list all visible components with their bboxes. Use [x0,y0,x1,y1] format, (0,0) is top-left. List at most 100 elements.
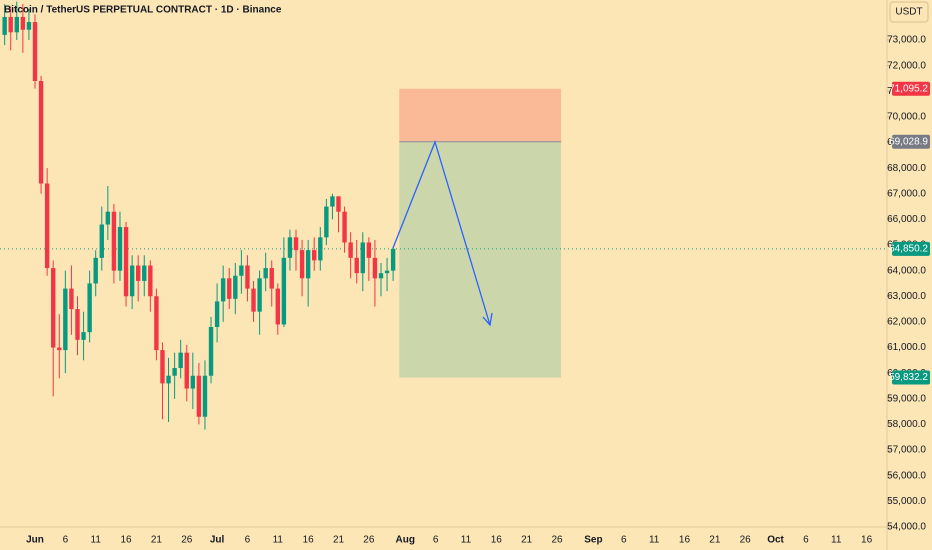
candle-body [81,332,86,340]
x-tick-label: Jul [210,535,225,546]
y-tick-label: 59,000.0 [887,393,926,404]
y-tick-label: 66,000.0 [887,214,926,225]
x-tick-label: 26 [740,535,752,546]
candle-body [14,16,19,33]
candle-body [111,211,117,271]
candle-body [123,227,129,297]
candle-body [245,265,250,289]
x-tick-label: 11 [461,535,472,546]
x-tick-label: 16 [120,535,132,546]
x-tick-label: 21 [333,535,345,546]
x-tick-label: 26 [363,535,375,546]
candle-body [57,347,62,351]
candle-body [354,257,359,274]
candle-body [366,242,372,258]
candle-body [190,375,196,389]
candle-body [142,265,147,281]
x-tick-label: Oct [767,535,784,546]
arrow-path [392,140,491,326]
candle-body [275,288,280,325]
candle-body [38,80,44,184]
price-tag-label: 71,095.2 [889,83,928,94]
y-tick-label: 55,000.0 [887,496,926,507]
x-tick-label: 6 [433,535,439,546]
y-tick-label: 54,000.0 [887,522,926,533]
candle-body [257,278,262,312]
candle-body [75,309,80,340]
price-tag [892,134,930,149]
x-tick-label: Sep [584,535,602,546]
candle-body [336,196,341,212]
candle-body [360,242,365,274]
x-tick-label: 6 [621,535,627,546]
candle-body [299,250,305,279]
candle-body [93,257,98,284]
candle-body [20,16,26,30]
price-tag-label: 59,832.2 [889,372,928,383]
candle-body [32,22,38,81]
x-tick-label: Aug [396,535,415,546]
candle-body [135,265,141,281]
candle-body [26,22,32,30]
price-tag [892,370,930,385]
candle-body [305,250,311,279]
y-tick-label: 62,000.0 [887,317,926,328]
y-tick-label: 70,000.0 [887,112,926,123]
y-tick-label: 58,000.0 [887,419,926,430]
candle-body [196,375,202,417]
candle-body [105,211,111,225]
y-tick-label: 61,000.0 [887,342,926,353]
candle-body [172,368,177,376]
candle-body [184,352,189,389]
y-tick-label: 67,000.0 [887,188,926,199]
candle-body [166,375,171,384]
x-tick-label: 11 [649,535,660,546]
x-tick-label: 21 [521,535,533,546]
y-tick-label: 72,000.0 [887,60,926,71]
candle-body [8,16,13,33]
x-tick-label: 16 [679,535,691,546]
x-tick-label: 26 [181,535,193,546]
y-tick-label: 68,000.0 [887,163,926,174]
candle-body [287,237,293,258]
candle-body [178,352,183,369]
y-tick-label: 64,000.0 [887,265,926,276]
candle-body [390,248,396,271]
candle-body [117,227,123,271]
stop-zone [399,88,562,142]
candle-body [63,288,68,351]
candle-body [154,296,159,351]
price-tag-label: 69,028.9 [889,136,928,147]
x-tick-label: 11 [831,535,842,546]
x-tick-label: 16 [303,535,315,546]
x-tick-label: 16 [491,535,503,546]
x-tick-label: 6 [803,535,809,546]
y-tick-label: 73,000.0 [887,35,926,46]
target-zone [399,141,562,378]
price-tag [892,81,930,96]
x-tick-label: 26 [551,535,563,546]
currency-button[interactable] [889,1,929,23]
currency-label[interactable]: USDT [895,7,922,18]
candle-body [214,301,220,328]
candle-body [129,265,135,297]
arrow-head [482,312,493,327]
candle-body [312,250,317,261]
candle-body [384,270,390,274]
candle-body [342,211,347,243]
candle-body [44,183,50,269]
chart-title: Bitcoin / TetherUS PERPETUAL CONTRACT · … [4,5,282,16]
candle-body [251,288,256,312]
candle-body [220,278,226,302]
y-tick-label: 63,000.0 [887,291,926,302]
candle-body [378,273,384,279]
x-tick-label: 11 [91,535,102,546]
candle-body [330,196,335,207]
candle-body [51,268,56,348]
candle-body [233,275,238,299]
candle-body [2,16,7,35]
candle-body [227,278,232,299]
